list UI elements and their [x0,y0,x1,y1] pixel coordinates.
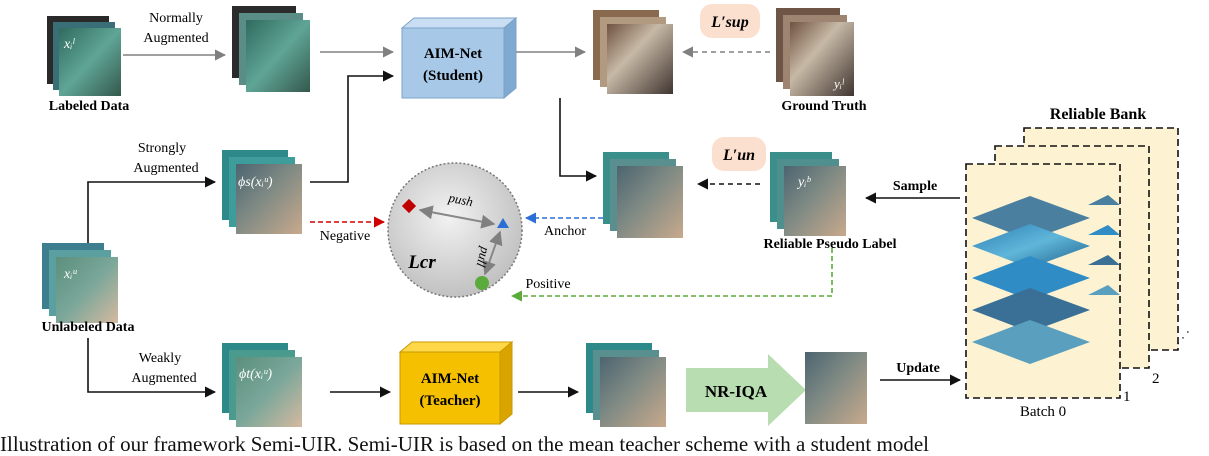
push-label: push [446,190,474,210]
nriqa-arrow [686,354,806,426]
pull-label: pull [473,244,493,269]
nriqa-label: NR-IQA [705,382,768,401]
contrastive-circle [387,162,523,298]
reliable-pseudo-stack [770,152,846,236]
unlabeled-data-label: Unlabeled Data [42,320,135,335]
y-l-label: yᵢˡ [832,76,845,91]
bank-images [972,195,1120,364]
labeled-data-label: Labeled Data [49,99,130,114]
student-un-output-stack [603,152,683,238]
update-label: Update [896,361,940,376]
x-l-label: xᵢˡ [63,37,75,52]
l-un-pill [712,137,766,171]
l-sup-pill [700,4,760,38]
ground-truth-stack [776,8,854,96]
sample-label: Sample [893,179,937,194]
anchor-marker [497,218,509,228]
negative-label: Negative [320,229,371,244]
normally-label-1: Normally [149,11,203,26]
reliable-pseudo-label: Reliable Pseudo Label [763,237,896,252]
teacher-final-image [805,352,867,424]
strongly-label-1: Strongly [138,141,186,156]
student-label-2: (Student) [423,68,483,84]
l-cr-label: Lcr [407,252,436,273]
batch-1-label: 1 [1123,389,1131,405]
strong-to-student-arrow [310,70,395,183]
student-output-stack [593,10,673,94]
anchor-label: Anchor [544,224,586,239]
reliable-bank-cards [965,127,1179,399]
teacher-label-2: (Teacher) [419,393,480,409]
student-label-1: AIM-Net [424,46,482,62]
weakly-label-1: Weakly [139,351,181,366]
weak-aug-stack [222,343,302,427]
normal-aug-stack [232,6,310,92]
strongly-label-2: Augmented [133,161,198,176]
reliable-bank-label: Reliable Bank [1050,106,1147,123]
ground-truth-label: Ground Truth [781,99,866,114]
teacher-label-1: AIM-Net [421,371,479,387]
negative-marker [401,198,417,214]
weakly-label-2: Augmented [131,371,196,386]
normally-label-2: Augmented [143,31,208,46]
x-u-label: xᵢᵘ [63,267,77,282]
positive-dashed-arrow [510,248,833,302]
labeled-data-stack [47,16,121,96]
l-sup-label: L′sup [710,14,748,31]
batch-2-label: 2 [1152,371,1160,387]
strong-aug-stack [222,150,302,234]
figure-caption: Illustration of our framework Semi-UIR. … [0,432,930,456]
student-cube [400,16,518,100]
phi-t-label: ϕt(xᵢᵘ) [239,367,272,382]
student-to-un-output-arrow [559,98,598,182]
strong-aug-branch [87,176,217,243]
y-b-label: yᵢᵇ [796,175,811,190]
teacher-cube [398,340,514,426]
positive-label: Positive [525,277,570,292]
unlabeled-data-stack [42,243,118,323]
l-un-label: L′un [722,147,755,164]
positive-marker [475,276,489,290]
batch-0-label: Batch 0 [1020,404,1066,420]
teacher-output-stack [586,343,666,427]
pull-arrow [482,230,503,276]
weak-aug-branch [87,338,217,398]
push-arrow [418,205,496,229]
phi-s-label: ϕs(xᵢᵘ) [238,175,273,190]
